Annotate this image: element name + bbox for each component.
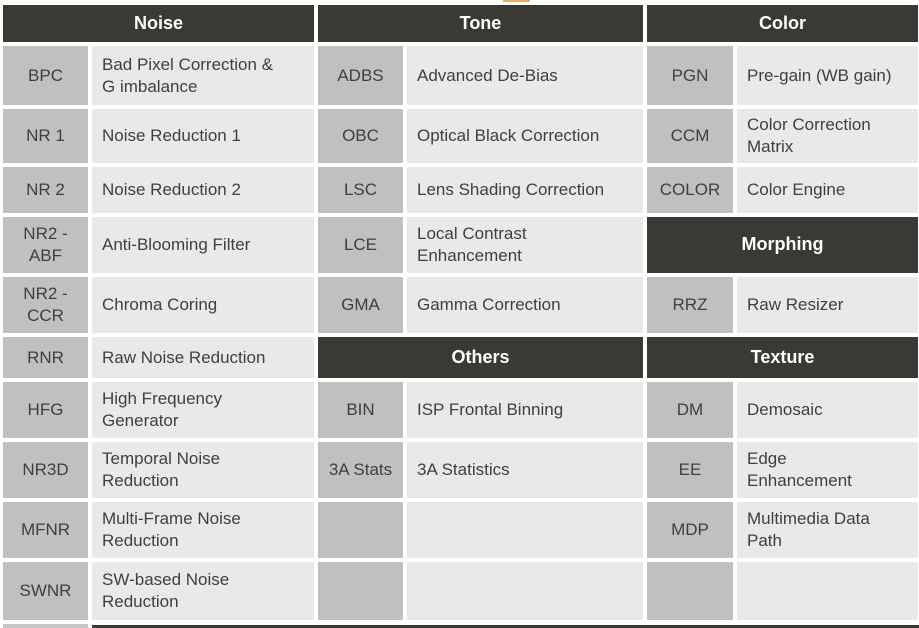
abbr-3a-stats: 3A Stats: [318, 442, 403, 498]
header-texture: Texture: [647, 337, 918, 378]
desc-rrz: Raw Resizer: [737, 277, 918, 333]
desc-bpc: Bad Pixel Correction & G imbalance: [92, 46, 314, 105]
abbr-lsc: LSC: [318, 167, 403, 213]
desc-mdp: Multimedia Data Path: [737, 502, 918, 558]
isp-glossary-table: Noise Tone Color Morphing Others Texture…: [3, 5, 918, 620]
desc-3a-stats: 3A Statistics: [407, 442, 643, 498]
abbr-mfnr: MFNR: [3, 502, 88, 558]
desc-gma: Gamma Correction: [407, 277, 643, 333]
desc-adbs: Advanced De-Bias: [407, 46, 643, 105]
abbr-gma: GMA: [318, 277, 403, 333]
abbr-pgn: PGN: [647, 46, 733, 105]
abbr-nr2-abf: NR2 - ABF: [3, 217, 88, 273]
abbr-obc: OBC: [318, 109, 403, 163]
desc-mfnr: Multi-Frame Noise Reduction: [92, 502, 314, 558]
top-accent-fragment: [503, 0, 530, 2]
abbr-bpc: BPC: [3, 46, 88, 105]
abbr-nr2: NR 2: [3, 167, 88, 213]
desc-swnr: SW-based Noise Reduction: [92, 562, 314, 620]
desc-color: Color Engine: [737, 167, 918, 213]
abbr-color: COLOR: [647, 167, 733, 213]
desc-nr2-abf: Anti-Blooming Filter: [92, 217, 314, 273]
abbr-nr1: NR 1: [3, 109, 88, 163]
abbr-swnr: SWNR: [3, 562, 88, 620]
abbr-adbs: ADBS: [318, 46, 403, 105]
abbr-lce: LCE: [318, 217, 403, 273]
header-tone: Tone: [318, 5, 643, 42]
abbr-ccm: CCM: [647, 109, 733, 163]
desc-obc: Optical Black Correction: [407, 109, 643, 163]
desc-nr2: Noise Reduction 2: [92, 167, 314, 213]
abbr-bin: BIN: [318, 382, 403, 438]
desc-dm: Demosaic: [737, 382, 918, 438]
desc-lce: Local Contrast Enhancement: [407, 217, 643, 273]
desc-empty-others-1: [407, 502, 643, 558]
cropped-next-row-dark-fragment: [92, 625, 919, 628]
abbr-mdp: MDP: [647, 502, 733, 558]
abbr-ee: EE: [647, 442, 733, 498]
desc-rnr: Raw Noise Reduction: [92, 337, 314, 378]
header-noise: Noise: [3, 5, 314, 42]
abbr-empty-others-2: [318, 562, 403, 620]
desc-pgn: Pre-gain (WB gain): [737, 46, 918, 105]
desc-lsc: Lens Shading Correction: [407, 167, 643, 213]
desc-nr2-ccr: Chroma Coring: [92, 277, 314, 333]
desc-empty-others-2: [407, 562, 643, 620]
abbr-nr2-ccr: NR2 - CCR: [3, 277, 88, 333]
abbr-nr3d: NR3D: [3, 442, 88, 498]
abbr-rnr: RNR: [3, 337, 88, 378]
header-others: Others: [318, 337, 643, 378]
header-morphing: Morphing: [647, 217, 918, 273]
desc-hfg: High Frequency Generator: [92, 382, 314, 438]
desc-empty-texture: [737, 562, 918, 620]
abbr-rrz: RRZ: [647, 277, 733, 333]
desc-ccm: Color Correction Matrix: [737, 109, 918, 163]
abbr-empty-texture: [647, 562, 733, 620]
cropped-next-row-abbr-fragment: [3, 624, 88, 628]
header-color: Color: [647, 5, 918, 42]
abbr-empty-others-1: [318, 502, 403, 558]
desc-ee: Edge Enhancement: [737, 442, 918, 498]
desc-bin: ISP Frontal Binning: [407, 382, 643, 438]
abbr-dm: DM: [647, 382, 733, 438]
desc-nr3d: Temporal Noise Reduction: [92, 442, 314, 498]
desc-nr1: Noise Reduction 1: [92, 109, 314, 163]
abbr-hfg: HFG: [3, 382, 88, 438]
